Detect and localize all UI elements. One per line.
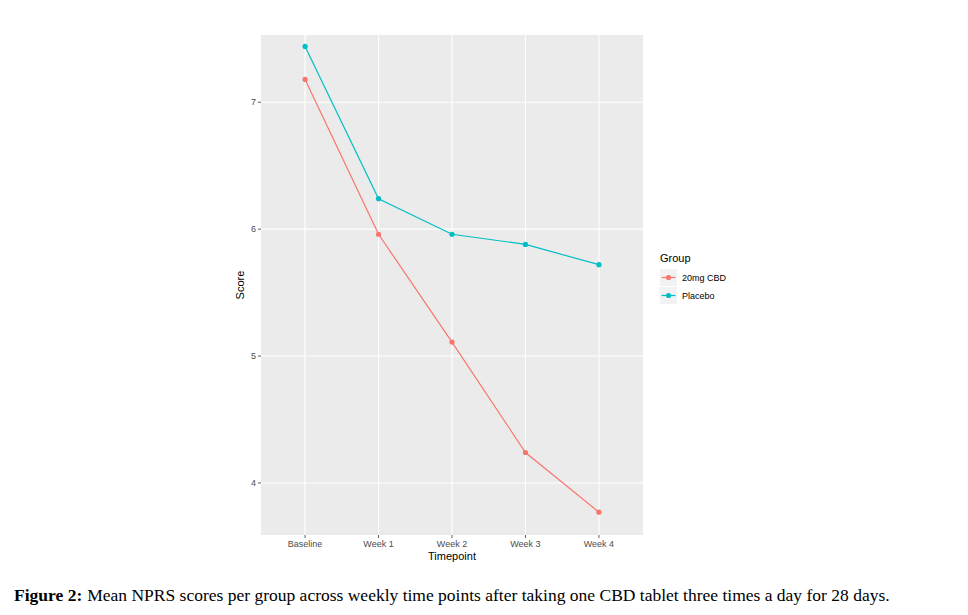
figure-label: Figure 2: bbox=[14, 585, 82, 605]
series-line bbox=[305, 79, 599, 512]
grid bbox=[261, 35, 643, 535]
y-tick-label: 7 bbox=[251, 97, 256, 107]
legend-key bbox=[660, 269, 677, 286]
series bbox=[302, 77, 601, 515]
series-point bbox=[376, 232, 381, 237]
axes: 4 5 6 7 Baseline Week 1 Week 2 Week 3 Week 4 bbox=[251, 97, 614, 549]
series-point bbox=[596, 262, 601, 267]
y-tick-label: 5 bbox=[251, 351, 256, 361]
x-grid-line bbox=[451, 35, 452, 535]
series-point bbox=[523, 242, 528, 247]
legend-title: Group bbox=[660, 252, 691, 264]
x-tick bbox=[452, 535, 453, 538]
series-point bbox=[302, 77, 307, 82]
x-tick-label: Week 3 bbox=[510, 539, 540, 549]
y-tick-label: 6 bbox=[251, 224, 256, 234]
y-tick-label: 4 bbox=[251, 478, 256, 488]
series-line bbox=[305, 46, 599, 264]
series-point bbox=[449, 232, 454, 237]
legend-key-point bbox=[666, 293, 671, 298]
series-point bbox=[376, 196, 381, 201]
x-grid-line bbox=[598, 35, 599, 535]
y-axis-title: Score bbox=[234, 271, 246, 300]
y-tick bbox=[258, 356, 261, 357]
data-area bbox=[302, 44, 601, 515]
x-tick-label: Week 2 bbox=[437, 539, 467, 549]
x-tick bbox=[525, 535, 526, 538]
x-grid-line bbox=[378, 35, 379, 535]
legend-key bbox=[660, 287, 677, 304]
plot-panel bbox=[261, 35, 643, 535]
caption-text: Mean NPRS scores per group across weekly… bbox=[87, 585, 889, 605]
series-point bbox=[596, 510, 601, 515]
x-tick-label: Week 1 bbox=[363, 539, 393, 549]
chart-container: 4 5 6 7 Baseline Week 1 Week 2 Week 3 Week 4 Time… bbox=[0, 0, 968, 615]
legend: Group 20mg CBD Placebo bbox=[660, 252, 727, 304]
legend-label: 20mg CBD bbox=[682, 273, 727, 283]
x-tick-label: Baseline bbox=[288, 539, 323, 549]
series bbox=[302, 44, 601, 267]
caption: Figure 2:Mean NPRS scores per group acro… bbox=[14, 585, 890, 605]
x-grid-line bbox=[525, 35, 526, 535]
legend-label: Placebo bbox=[682, 291, 715, 301]
y-tick bbox=[258, 102, 261, 103]
x-tick bbox=[598, 535, 599, 538]
x-tick-label: Week 4 bbox=[584, 539, 614, 549]
series-point bbox=[523, 450, 528, 455]
chart-svg: 4 5 6 7 Baseline Week 1 Week 2 Week 3 Week 4 Time… bbox=[0, 0, 968, 615]
y-tick bbox=[258, 482, 261, 483]
x-tick bbox=[305, 535, 306, 538]
x-tick bbox=[378, 535, 379, 538]
x-axis-title: Timepoint bbox=[428, 550, 476, 562]
background bbox=[0, 0, 968, 615]
series-point bbox=[449, 340, 454, 345]
series-point bbox=[302, 44, 307, 49]
y-tick bbox=[258, 229, 261, 230]
x-grid-line bbox=[305, 35, 306, 535]
legend-key-point bbox=[666, 275, 671, 280]
